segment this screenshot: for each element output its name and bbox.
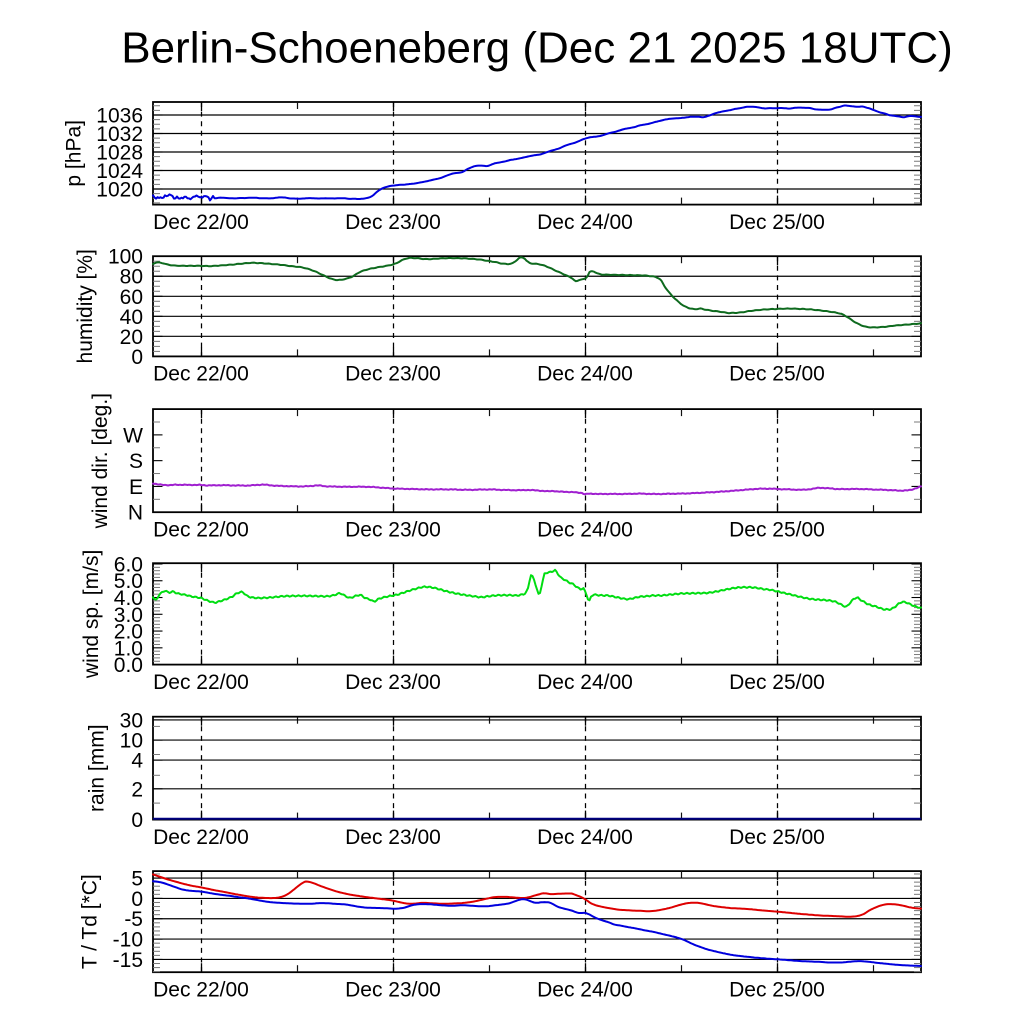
svg-text:Dec 24/00: Dec 24/00 xyxy=(537,211,633,234)
svg-text:20: 20 xyxy=(120,326,143,349)
svg-text:Dec 25/00: Dec 25/00 xyxy=(729,826,825,849)
svg-text:S: S xyxy=(129,450,143,473)
svg-text:W: W xyxy=(123,424,143,447)
svg-text:Dec 22/00: Dec 22/00 xyxy=(153,363,249,386)
svg-text:Dec 22/00: Dec 22/00 xyxy=(153,826,249,849)
svg-text:3.0: 3.0 xyxy=(114,604,143,627)
svg-text:Dec 24/00: Dec 24/00 xyxy=(537,363,633,386)
svg-text:-5: -5 xyxy=(124,908,143,931)
svg-text:5.0: 5.0 xyxy=(114,570,143,593)
svg-text:Dec 23/00: Dec 23/00 xyxy=(345,671,441,694)
svg-text:1.0: 1.0 xyxy=(114,637,143,660)
svg-text:wind dir. [deg.]: wind dir. [deg.] xyxy=(89,393,112,529)
svg-text:Dec 22/00: Dec 22/00 xyxy=(153,671,249,694)
svg-text:-15: -15 xyxy=(113,949,143,972)
svg-text:1036: 1036 xyxy=(96,105,143,128)
svg-text:Dec 23/00: Dec 23/00 xyxy=(345,363,441,386)
svg-text:Dec 24/00: Dec 24/00 xyxy=(537,671,633,694)
svg-text:30: 30 xyxy=(120,709,143,732)
svg-text:Dec 22/00: Dec 22/00 xyxy=(153,979,249,1002)
svg-text:1020: 1020 xyxy=(96,179,143,202)
svg-text:4: 4 xyxy=(131,750,143,773)
svg-text:1032: 1032 xyxy=(96,123,143,146)
svg-text:rain [mm]: rain [mm] xyxy=(86,724,109,812)
svg-text:0: 0 xyxy=(131,888,143,911)
svg-text:Dec 24/00: Dec 24/00 xyxy=(537,826,633,849)
svg-text:6.0: 6.0 xyxy=(114,554,143,577)
svg-text:wind sp. [m/s]: wind sp. [m/s] xyxy=(80,550,103,679)
svg-text:Dec 22/00: Dec 22/00 xyxy=(153,211,249,234)
svg-text:4.0: 4.0 xyxy=(114,587,143,610)
svg-text:humidity [%]: humidity [%] xyxy=(74,249,97,363)
svg-text:Dec 23/00: Dec 23/00 xyxy=(345,211,441,234)
svg-text:0: 0 xyxy=(131,346,143,369)
svg-text:Dec 25/00: Dec 25/00 xyxy=(729,519,825,542)
svg-text:Dec 24/00: Dec 24/00 xyxy=(537,979,633,1002)
svg-text:p [hPa]: p [hPa] xyxy=(62,120,85,187)
svg-text:Dec 25/00: Dec 25/00 xyxy=(729,363,825,386)
svg-text:80: 80 xyxy=(120,266,143,289)
svg-text:2: 2 xyxy=(131,778,143,801)
svg-text:1028: 1028 xyxy=(96,142,143,165)
svg-text:Dec 23/00: Dec 23/00 xyxy=(345,826,441,849)
svg-text:0.0: 0.0 xyxy=(114,654,143,677)
svg-text:Dec 24/00: Dec 24/00 xyxy=(537,519,633,542)
svg-text:60: 60 xyxy=(120,286,143,309)
svg-text:10: 10 xyxy=(120,730,143,753)
svg-text:40: 40 xyxy=(120,306,143,329)
svg-text:Dec 23/00: Dec 23/00 xyxy=(345,979,441,1002)
svg-text:Dec 25/00: Dec 25/00 xyxy=(729,671,825,694)
svg-text:N: N xyxy=(128,502,143,525)
svg-text:Berlin-Schoeneberg (Dec 21 202: Berlin-Schoeneberg (Dec 21 2025 18UTC) xyxy=(121,24,953,73)
svg-text:Dec 22/00: Dec 22/00 xyxy=(153,519,249,542)
svg-text:-10: -10 xyxy=(113,929,143,952)
svg-text:0: 0 xyxy=(131,809,143,832)
svg-text:E: E xyxy=(129,476,143,499)
svg-text:Dec 25/00: Dec 25/00 xyxy=(729,979,825,1002)
svg-text:100: 100 xyxy=(108,246,143,269)
svg-text:Dec 25/00: Dec 25/00 xyxy=(729,211,825,234)
svg-text:5: 5 xyxy=(131,868,143,891)
svg-text:2.0: 2.0 xyxy=(114,621,143,644)
svg-text:Dec 23/00: Dec 23/00 xyxy=(345,519,441,542)
svg-text:1024: 1024 xyxy=(96,160,143,183)
svg-text:T / Td [*C]: T / Td [*C] xyxy=(79,874,102,969)
